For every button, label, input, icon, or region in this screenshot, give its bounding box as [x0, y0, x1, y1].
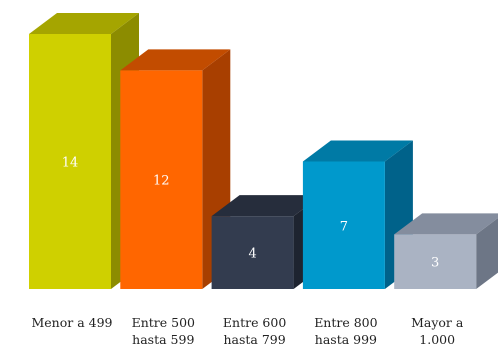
bar-front-face: [394, 234, 477, 289]
bar-top-face: [211, 195, 322, 217]
category-label: Entre 500 hasta 599: [132, 315, 195, 345]
category-label: Mayor a 1.000: [411, 315, 464, 345]
bar-front-face: [120, 70, 203, 289]
category-label: Menor a 499: [31, 315, 112, 330]
data-label: 14: [62, 156, 79, 171]
data-label: 4: [248, 247, 256, 262]
data-label: 12: [153, 174, 170, 189]
category-label: Entre 800 hasta 999: [314, 315, 377, 345]
bar-5: [394, 213, 498, 289]
bar-top-face: [120, 49, 231, 71]
data-label: 7: [340, 219, 348, 234]
bar-2: [120, 49, 231, 289]
bar-front-face: [211, 216, 294, 289]
bar-front-face: [302, 161, 385, 289]
bar-side-face: [476, 218, 498, 289]
bar-front-face: [29, 34, 111, 289]
category-label: Entre 600 hasta 799: [223, 315, 286, 345]
bar-top-face: [302, 140, 413, 162]
bar-top-face: [394, 213, 498, 235]
bar-4: [302, 140, 413, 289]
data-label: 3: [431, 256, 439, 271]
bar-top-face: [29, 13, 139, 34]
